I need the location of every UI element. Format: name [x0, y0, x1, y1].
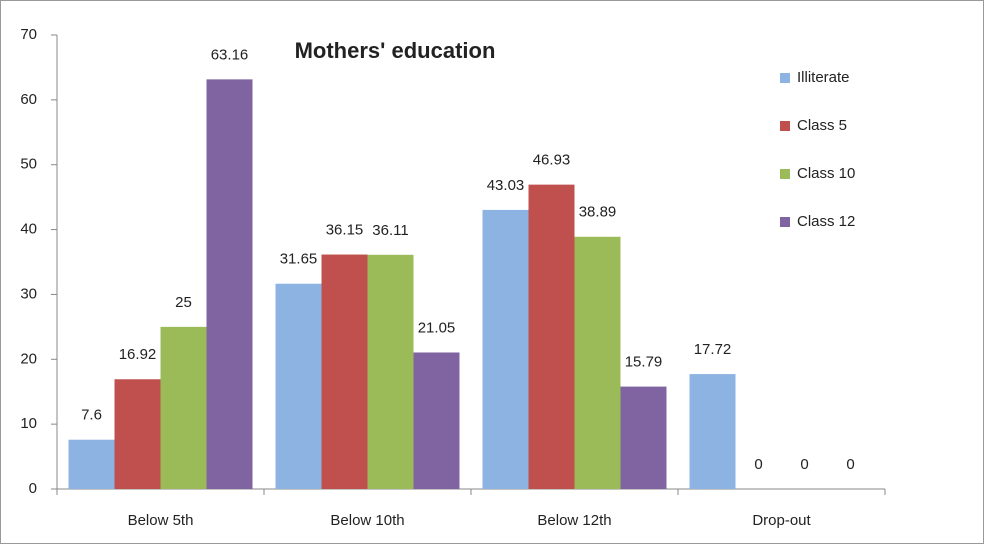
value-label: 0	[800, 456, 808, 473]
bar	[114, 379, 161, 489]
bar	[321, 254, 368, 489]
value-label: 16.92	[119, 346, 157, 363]
bar	[206, 79, 253, 489]
value-label: 46.93	[533, 152, 571, 169]
value-label: 15.79	[625, 354, 663, 371]
bar	[275, 283, 322, 489]
bar	[367, 254, 414, 489]
y-tick-label: 10	[20, 415, 37, 432]
value-label: 63.16	[211, 46, 249, 63]
y-tick-label: 70	[20, 26, 37, 43]
bar	[689, 374, 736, 489]
x-tick-label: Below 10th	[330, 512, 404, 529]
legend-label: Class 12	[797, 213, 855, 230]
value-label: 17.72	[694, 341, 732, 358]
bar	[482, 209, 529, 489]
y-tick-label: 60	[20, 91, 37, 108]
bar	[574, 236, 621, 489]
bar	[620, 386, 667, 489]
value-label: 7.6	[81, 407, 102, 424]
value-label: 31.65	[280, 251, 318, 268]
bar	[160, 326, 207, 489]
value-label: 25	[175, 294, 192, 311]
y-tick-label: 30	[20, 285, 37, 302]
y-tick-label: 40	[20, 221, 37, 238]
bar	[413, 352, 460, 489]
bar	[68, 439, 115, 489]
y-tick-label: 20	[20, 350, 37, 367]
legend-swatch	[780, 73, 790, 83]
legend-label: Class 5	[797, 117, 847, 134]
value-label: 0	[754, 456, 762, 473]
x-tick-label: Below 5th	[128, 512, 194, 529]
value-label: 36.11	[372, 222, 408, 239]
y-tick-label: 0	[29, 480, 37, 497]
x-tick-label: Drop-out	[752, 512, 811, 529]
value-label: 0	[846, 456, 854, 473]
y-tick-label: 50	[20, 156, 37, 173]
legend-label: Illiterate	[797, 69, 850, 86]
legend-swatch	[780, 169, 790, 179]
x-tick-label: Below 12th	[537, 512, 611, 529]
bar	[528, 184, 575, 489]
value-label: 43.03	[487, 177, 525, 194]
legend-swatch	[780, 121, 790, 131]
chart-title: Mothers' education	[295, 38, 496, 63]
legend-label: Class 10	[797, 165, 855, 182]
value-label: 36.15	[326, 222, 364, 239]
legend-swatch	[780, 217, 790, 227]
value-label: 21.05	[418, 319, 456, 336]
value-label: 38.89	[579, 204, 617, 221]
